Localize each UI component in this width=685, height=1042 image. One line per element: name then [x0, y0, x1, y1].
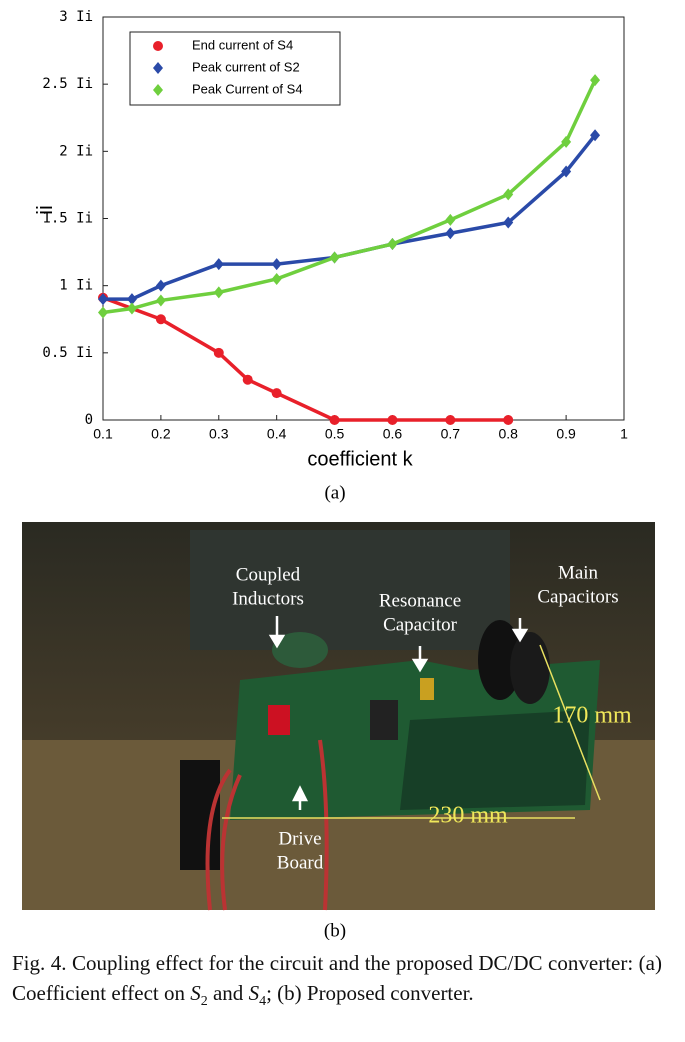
legend-label: Peak Current of S4 [192, 81, 303, 96]
point [387, 415, 398, 425]
caption: Fig. 4. Coupling effect for the circuit … [12, 948, 662, 1017]
point [387, 238, 398, 251]
resonance-cap [420, 678, 434, 700]
x-tick-label: 0.6 [383, 426, 403, 442]
caption-text: Fig. 4. Coupling effect for the circuit … [12, 951, 662, 1005]
y-tick-label: 1 Ii [59, 278, 93, 294]
photo-label: Capacitor [383, 614, 458, 635]
photo-figure: Coupled Inductors Resonance Capacitor Ma… [22, 522, 655, 940]
legend-label: Peak current of S2 [192, 59, 300, 74]
point [126, 302, 137, 315]
photo-label: Drive [278, 828, 321, 849]
dimension-lines [222, 644, 601, 819]
x-tick-label: 0.7 [441, 426, 461, 442]
series-line [102, 79, 597, 315]
subfigure-label: (a) [324, 482, 345, 503]
point [213, 258, 224, 271]
caption-text: 2 [200, 994, 208, 1010]
component [370, 700, 398, 740]
point [590, 129, 601, 142]
legend-marker [153, 84, 163, 96]
y-tick-label: 0.5 Ii [42, 345, 93, 361]
point [242, 374, 253, 385]
photo-label: Resonance [379, 590, 461, 611]
photo-label: Inductors [232, 588, 304, 609]
legend-label: End current of S4 [192, 37, 293, 52]
y-tick-label: 2 Ii [59, 143, 93, 159]
point [271, 388, 282, 399]
x-tick-label: 0.8 [498, 426, 518, 442]
point [213, 347, 224, 358]
point [503, 216, 514, 229]
point [98, 306, 108, 319]
y-tick-label: 1.5 Ii [42, 211, 93, 227]
photo-label: Coupled [236, 564, 301, 585]
x-tick-label: 0.9 [556, 426, 576, 442]
y-tick-label: 3 Ii [59, 9, 93, 25]
inductors [272, 632, 328, 668]
point [271, 258, 282, 271]
point [213, 286, 224, 299]
caption-text: S [190, 981, 201, 1005]
equipment [190, 530, 510, 650]
heatsink-area [400, 710, 590, 810]
photo-label: Board [277, 852, 324, 873]
arrows [268, 616, 529, 810]
subfigure-label: (b) [324, 920, 346, 940]
point [155, 279, 166, 292]
component [268, 705, 290, 735]
point [155, 294, 166, 307]
point [503, 415, 514, 425]
x-tick-label: 0.1 [93, 426, 113, 442]
point [155, 314, 166, 325]
point [503, 188, 514, 201]
point [98, 293, 108, 306]
y-tick-label: 2.5 Ii [42, 76, 93, 92]
dimension-label: 170 mm [552, 703, 632, 729]
connector [180, 760, 220, 870]
legend-box [129, 31, 341, 106]
caption-text: and [207, 981, 249, 1005]
legend-marker [153, 62, 163, 74]
series-line [103, 134, 597, 301]
point [445, 415, 456, 425]
capacitor [510, 632, 550, 704]
x-tick-label: 1 [620, 426, 628, 442]
point [561, 135, 572, 148]
x-axis-label: coefficient k [307, 448, 413, 470]
chart: coefficient k ii (a) 0 0.5 Ii 1 Ii 1.5 Ii 2 … [32, 9, 628, 503]
caption-text: 4 [259, 994, 267, 1010]
dimension-label: 230 mm [428, 803, 508, 829]
x-tick-label: 0.2 [151, 426, 171, 442]
y-axis-label: ii [32, 205, 57, 215]
point [271, 272, 282, 285]
y-tick-label: 0 [85, 412, 93, 428]
capacitor [478, 620, 522, 700]
point [561, 165, 572, 178]
point [329, 415, 340, 425]
caption-text: ; (b) Proposed converter. [266, 981, 474, 1005]
legend-marker [153, 41, 163, 51]
point [445, 227, 456, 240]
point [590, 74, 601, 87]
point [445, 213, 456, 226]
point [126, 293, 137, 306]
x-tick-label: 0.3 [209, 426, 229, 442]
photo-label: Main [558, 562, 599, 583]
caption-text: S [248, 981, 260, 1005]
photo-label: Capacitors [537, 586, 618, 607]
x-tick-label: 0.4 [267, 426, 287, 442]
point [329, 251, 340, 264]
x-tick-label: 0.5 [325, 426, 345, 442]
